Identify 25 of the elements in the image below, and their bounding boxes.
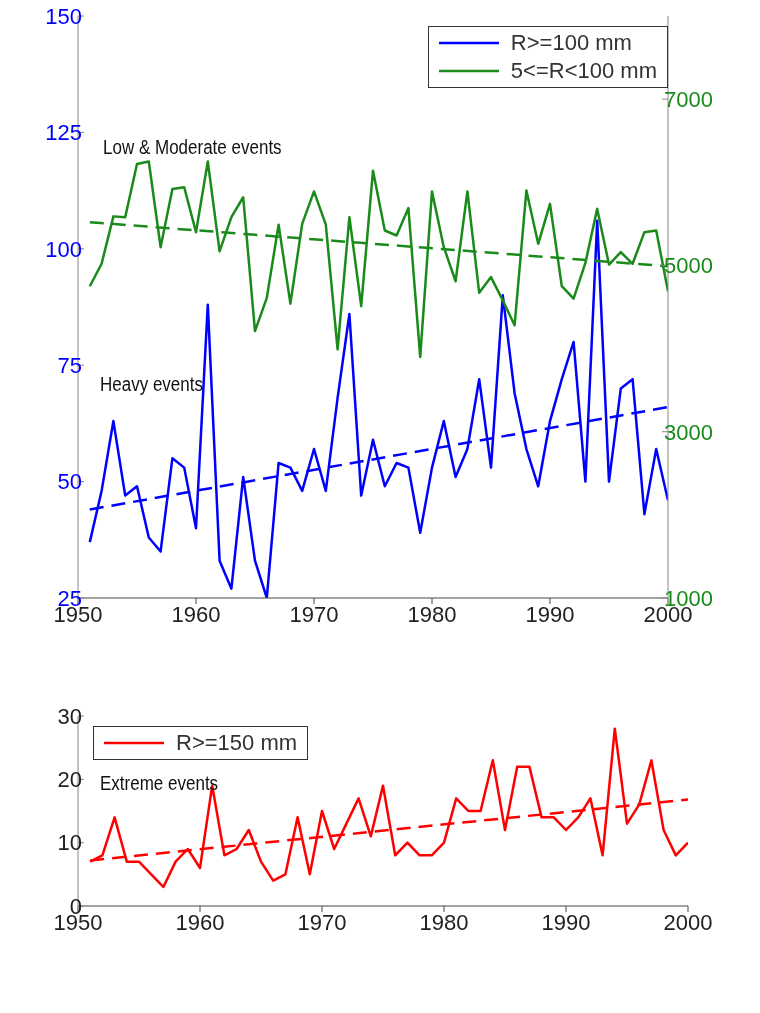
- y-tick-label: 100: [45, 236, 82, 262]
- legend-label: R>=150 mm: [176, 729, 298, 757]
- y-tick-label: 75: [57, 353, 82, 379]
- x-tick-label: 1990: [541, 909, 591, 935]
- x-tick-label: 1960: [175, 909, 225, 935]
- x-tick-label: 1960: [171, 601, 221, 627]
- annotation: Extreme events: [100, 772, 219, 795]
- x-tick-label: 1990: [525, 601, 575, 627]
- legend-label: R>=100 mm: [510, 29, 632, 57]
- y-tick-label: 125: [45, 120, 82, 146]
- x-tick-label: 1980: [419, 909, 469, 935]
- y-tick-label: 20: [57, 767, 82, 793]
- y-tick-label: 50: [57, 469, 82, 495]
- y2-tick-label: 3000: [664, 419, 713, 445]
- y-tick-label: 10: [57, 830, 82, 856]
- annotation: Low & Moderate events: [103, 136, 282, 159]
- x-tick-label: 1980: [407, 601, 457, 627]
- x-tick-label: 1970: [297, 909, 347, 935]
- y-tick-label: 30: [57, 703, 82, 729]
- legend-label: 5<=R<100 mm: [510, 57, 657, 85]
- y2-tick-label: 5000: [664, 253, 713, 279]
- y-tick-label: 150: [45, 3, 82, 29]
- x-tick-label: 2000: [663, 909, 713, 935]
- y2-tick-label: 7000: [664, 86, 713, 112]
- x-tick-label: 1970: [289, 601, 339, 627]
